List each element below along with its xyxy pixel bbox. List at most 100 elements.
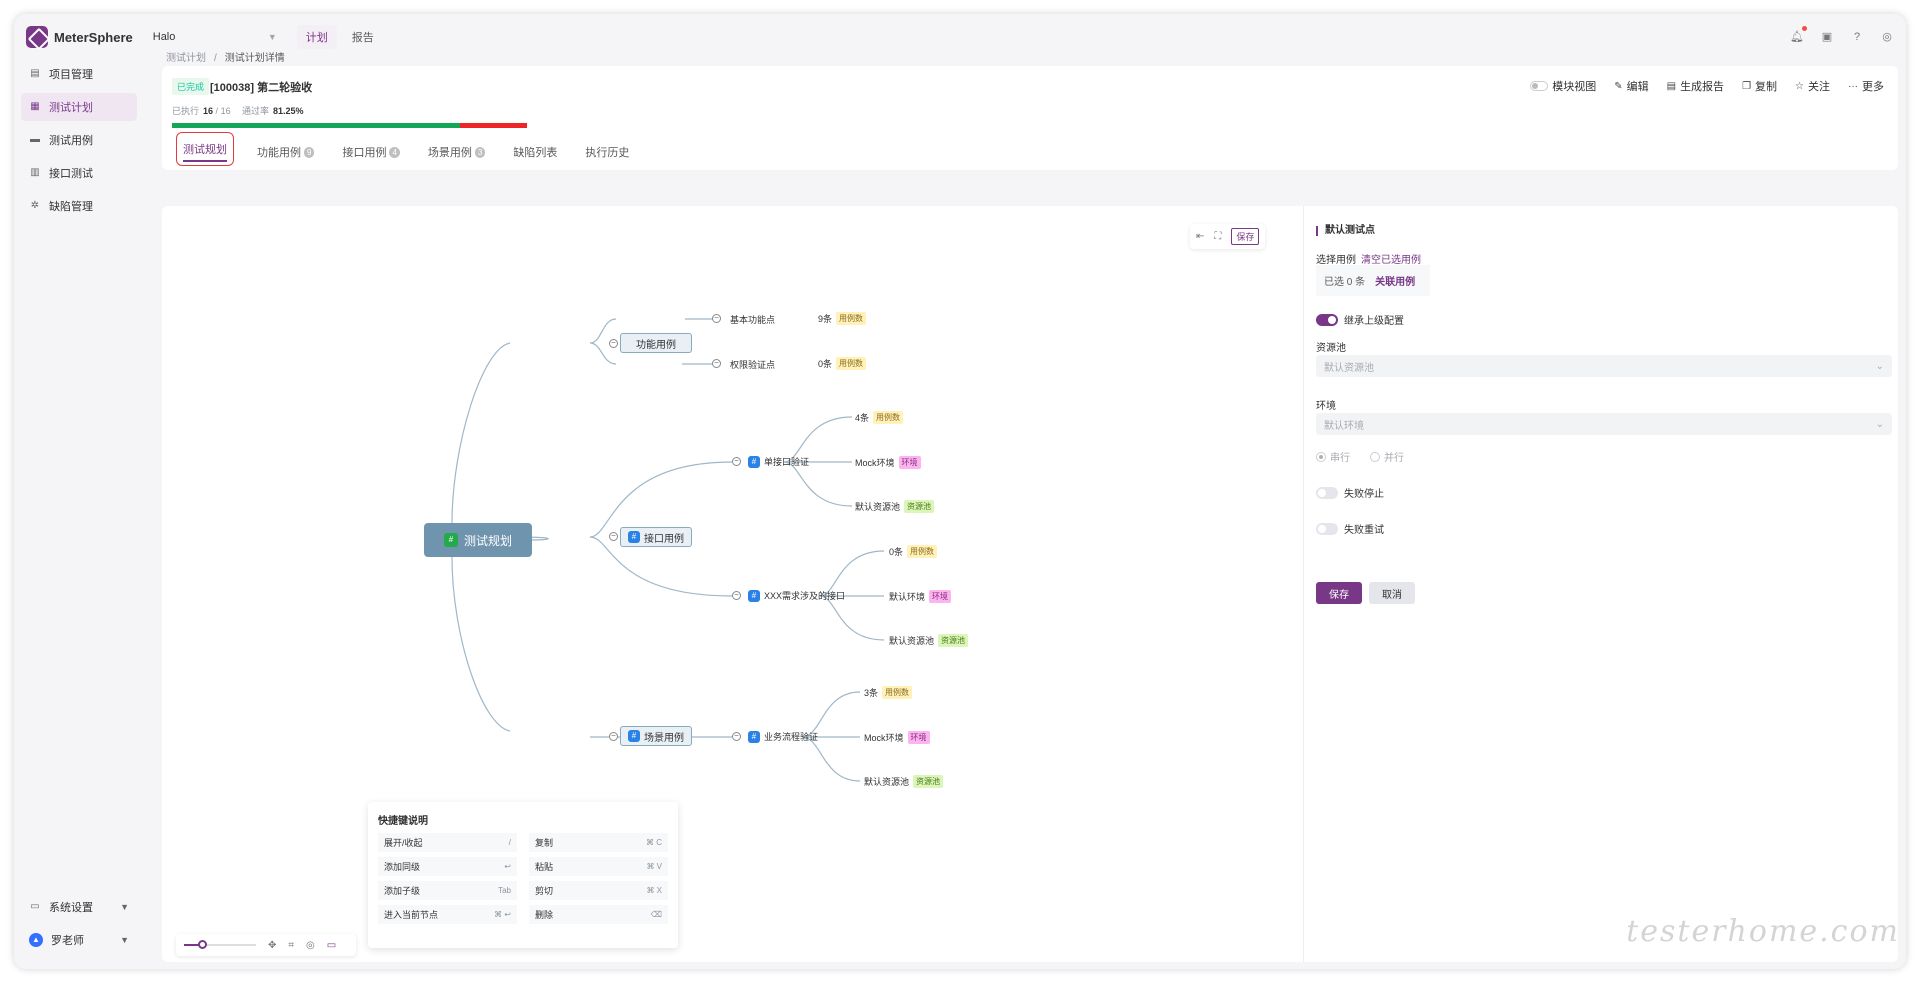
copy-button[interactable]: ❐ 复制 [1742, 78, 1777, 94]
sidebar-item-test-plan[interactable]: ▦ 测试计划 [21, 93, 137, 121]
node-label: 业务流程验证 [764, 732, 819, 742]
sidebar-item-test-case[interactable]: ▬ 测试用例 [21, 126, 137, 154]
leaf-environment[interactable]: Mock环境 环境 [855, 456, 921, 469]
project-select[interactable]: Halo ▼ [153, 31, 277, 43]
cancel-button[interactable]: 取消 [1369, 582, 1415, 604]
leaf-case-count[interactable]: 0条 用例数 [889, 545, 938, 558]
collapse-panel-icon[interactable]: ⇤ [1196, 231, 1205, 242]
leaf-case-count[interactable]: 9条 用例数 [818, 312, 867, 325]
save-button[interactable]: 保存 [1316, 582, 1362, 604]
fail-retry-switch[interactable] [1316, 522, 1338, 535]
hash-icon: # [443, 533, 458, 547]
follow-button[interactable]: ☆ 关注 [1795, 78, 1830, 94]
leaf-environment[interactable]: 默认环境 环境 [889, 590, 952, 603]
collapse-toggle-icon[interactable]: − [609, 732, 618, 741]
top-tabs: 计划 报告 [296, 25, 383, 49]
generate-report-button[interactable]: ▤ 生成报告 [1667, 78, 1724, 94]
clear-selected-link[interactable]: 清空已选用例 [1361, 255, 1421, 266]
sidebar-item-project[interactable]: ▤ 项目管理 [21, 60, 137, 88]
leaf-environment[interactable]: Mock环境 环境 [864, 731, 930, 744]
move-icon[interactable]: ✥ [268, 939, 277, 951]
node-business-flow[interactable]: # 业务流程验证 [748, 730, 818, 743]
collapse-toggle-icon[interactable]: − [609, 339, 618, 348]
node-scenario-cases[interactable]: # 场景用例 [620, 726, 692, 746]
pass-rate-value: 81.25% [273, 106, 304, 116]
chevron-down-icon: ⌄ [1875, 360, 1884, 372]
tab-label: 执行历史 [585, 147, 630, 159]
report-label: 生成报告 [1680, 81, 1725, 93]
radio-serial[interactable]: 串行 [1316, 449, 1350, 464]
plan-tabs: 测试规划 功能用例 9 接口用例 4 场景用例 3 缺陷列表 执行历史 [176, 132, 634, 166]
collapse-toggle-icon[interactable]: − [712, 314, 721, 323]
leaf-resource-pool[interactable]: 默认资源池 资源池 [864, 775, 944, 788]
mindmap-toolbar: ⇤ ⛶ 保存 [1190, 224, 1266, 249]
top-tab-report[interactable]: 报告 [351, 32, 374, 44]
tab-bug-list[interactable]: 缺陷列表 [508, 138, 562, 166]
bell-icon[interactable]: 🔔︎ [1790, 26, 1807, 44]
zoom-slider[interactable] [184, 940, 256, 949]
edit-button[interactable]: ✎ 编辑 [1614, 78, 1648, 94]
tab-exec-history[interactable]: 执行历史 [580, 138, 634, 166]
pass-rate-stat: 通过率 81.25% [242, 104, 304, 117]
tag-case-count: 用例数 [836, 312, 867, 325]
user-menu[interactable]: ▲ 罗老师 ▼ [21, 926, 137, 954]
personal-icon[interactable]: ◎ [1882, 31, 1892, 43]
tag-resource-pool: 资源池 [938, 634, 969, 647]
collapse-toggle-icon[interactable]: − [732, 732, 741, 741]
drag-mode-icon[interactable]: ▭ [326, 939, 337, 951]
leaf-case-count[interactable]: 4条 用例数 [855, 411, 904, 424]
collapse-toggle-icon[interactable]: − [732, 591, 741, 600]
mindmap-root-node[interactable]: # 测试规划 [424, 523, 532, 557]
help-icon[interactable]: ? [1853, 31, 1861, 43]
sidebar-item-settings[interactable]: ▭ 系统设置 ▼ [21, 893, 137, 921]
logo-text: MeterSphere [54, 29, 133, 45]
collapse-toggle-icon[interactable]: − [609, 532, 618, 541]
chevron-down-icon: ▼ [267, 32, 277, 42]
radio-parallel[interactable]: 并行 [1370, 449, 1404, 464]
leaf-resource-pool[interactable]: 默认资源池 资源池 [855, 500, 935, 513]
task-center-icon[interactable]: ▣ [1821, 31, 1833, 43]
breadcrumb-separator: / [214, 53, 217, 64]
progress-fail [460, 123, 527, 128]
tab-scenario-cases[interactable]: 场景用例 3 [423, 138, 490, 166]
tab-count-badge: 4 [389, 146, 400, 158]
zoom-handle[interactable] [198, 940, 207, 949]
fit-view-icon[interactable]: ⌗ [288, 939, 295, 951]
collapse-toggle-icon[interactable]: − [732, 457, 741, 466]
shortcut-key: ⌘ ↩ [494, 910, 511, 919]
fail-stop-switch[interactable] [1316, 486, 1338, 499]
tab-api-cases[interactable]: 接口用例 4 [337, 138, 404, 166]
leaf-case-count[interactable]: 3条 用例数 [864, 686, 913, 699]
top-tab-plan[interactable]: 计划 [296, 25, 337, 49]
fullscreen-icon[interactable]: ⛶ [1214, 231, 1222, 242]
tab-label: 功能用例 [257, 147, 301, 159]
breadcrumb-parent[interactable]: 测试计划 [166, 53, 206, 64]
locate-icon[interactable]: ◎ [306, 939, 315, 951]
mindmap-save-button[interactable]: 保存 [1231, 228, 1260, 245]
node-requirement-api[interactable]: # XXX需求涉及的接口 [748, 589, 845, 602]
node-api-cases[interactable]: # 接口用例 [620, 527, 692, 547]
more-button[interactable]: ··· 更多 [1848, 78, 1884, 94]
module-view-toggle[interactable]: 模块视图 [1530, 78, 1596, 94]
node-label: 功能用例 [636, 339, 676, 351]
tab-functional-cases[interactable]: 功能用例 9 [252, 138, 319, 166]
node-permission-point[interactable]: 权限验证点 [730, 358, 775, 371]
logo[interactable]: MeterSphere [26, 26, 133, 48]
environment-select[interactable]: 默认环境 ⌄ [1316, 413, 1892, 435]
shortcut-row: 粘贴 ⌘ V [529, 857, 668, 876]
link-case-button[interactable]: 关联用例 [1375, 277, 1416, 288]
sidebar-item-bug[interactable]: ✲ 缺陷管理 [21, 192, 137, 220]
leaf-case-count[interactable]: 0条 用例数 [818, 357, 867, 370]
header-actions: 模块视图 ✎ 编辑 ▤ 生成报告 ❐ 复制 ☆ 关注 ··· 更多 [1530, 78, 1884, 94]
collapse-toggle-icon[interactable]: − [712, 359, 721, 368]
leaf-resource-pool[interactable]: 默认资源池 资源池 [889, 634, 969, 647]
tab-test-planning[interactable]: 测试规划 [176, 132, 234, 166]
inherit-config-switch[interactable] [1316, 313, 1338, 326]
sidebar-item-api-test[interactable]: ▥ 接口测试 [21, 159, 137, 187]
shortcut-key: Tab [498, 886, 511, 895]
breadcrumb-current: 测试计划详情 [224, 53, 285, 64]
resource-pool-select[interactable]: 默认资源池 ⌄ [1316, 355, 1892, 377]
node-functional-cases[interactable]: 功能用例 [620, 333, 692, 353]
node-basic-function-point[interactable]: 基本功能点 [730, 313, 775, 326]
node-single-api[interactable]: # 单接口验证 [748, 455, 809, 468]
